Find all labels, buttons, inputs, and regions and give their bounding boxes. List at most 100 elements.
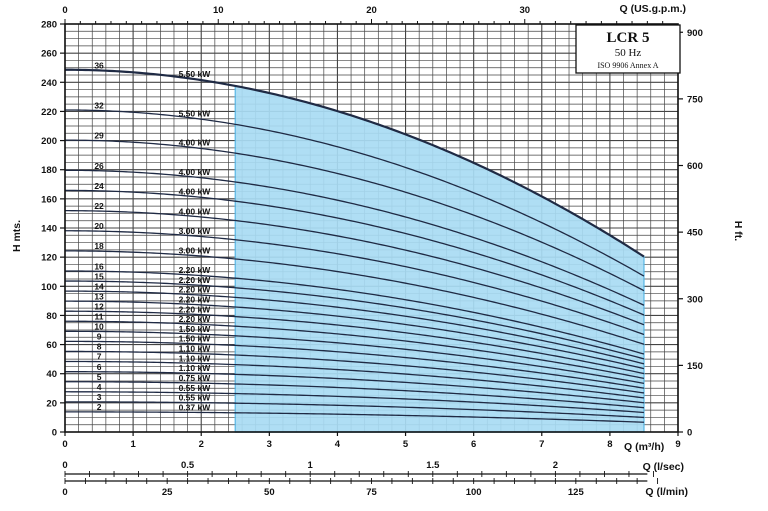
x-axis-title-lmin: Q (l/min) bbox=[645, 486, 688, 498]
curve-stage-label: 20 bbox=[94, 221, 104, 231]
x-tick-label: 4 bbox=[335, 439, 341, 450]
x-tick-label: 3 bbox=[267, 439, 272, 450]
curve-36-stages bbox=[64, 68, 645, 258]
curve-stage-label: 18 bbox=[94, 241, 104, 251]
curve-power-label: 5.50 kW bbox=[179, 108, 212, 118]
y-tick-label: 240 bbox=[41, 78, 57, 89]
x2-tick-label: 30 bbox=[519, 5, 530, 16]
curve-power-label: 1.10 kW bbox=[179, 353, 212, 363]
y-tick-label: 60 bbox=[46, 340, 57, 351]
curve-stage-label: 11 bbox=[95, 311, 104, 321]
curve-14-stages bbox=[64, 290, 645, 365]
curve-power-label: 3.00 kW bbox=[179, 226, 212, 236]
curve-power-label: 0.37 kW bbox=[179, 402, 212, 412]
curve-stage-label: 29 bbox=[94, 131, 104, 141]
x-tick-label: 0 bbox=[62, 439, 67, 450]
curve-12-stages bbox=[64, 310, 645, 375]
curve-stage-label: 32 bbox=[94, 101, 104, 111]
curve-6-stages bbox=[64, 371, 645, 404]
x-tick-label: 9 bbox=[675, 439, 680, 450]
y-tick-label: 120 bbox=[41, 253, 57, 264]
curve-power-label: 2.20 kW bbox=[179, 275, 212, 285]
curve-stage-label: 2 bbox=[97, 402, 102, 412]
curve-stage-label: 7 bbox=[97, 352, 102, 362]
model-name: LCR 5 bbox=[607, 30, 650, 46]
x-tick-label: 7 bbox=[539, 439, 544, 450]
curve-stage-label: 5 bbox=[97, 372, 102, 382]
curve-power-label: 1.50 kW bbox=[179, 324, 212, 334]
curve-16-stages bbox=[65, 270, 645, 355]
curve-18-stages bbox=[65, 250, 645, 345]
curve-11-stages bbox=[65, 320, 645, 380]
y-tick-label: 80 bbox=[46, 311, 57, 322]
x-axis-title-usgpm: Q (US.g.p.m.) bbox=[620, 3, 687, 15]
curve-power-label: 2.20 kW bbox=[179, 295, 212, 305]
y-tick-label: 160 bbox=[41, 194, 57, 205]
curve-22-stages bbox=[65, 210, 645, 326]
curve-5-stages bbox=[65, 381, 644, 409]
curve-stage-label: 8 bbox=[97, 342, 102, 352]
curve-stage-label: 16 bbox=[94, 261, 104, 271]
curve-power-label: 4.00 kW bbox=[179, 206, 212, 216]
curve-stage-label: 15 bbox=[94, 271, 104, 281]
curve-8-stages bbox=[65, 350, 645, 394]
curve-3-stages bbox=[65, 401, 644, 419]
curve-power-label: 2.20 kW bbox=[179, 314, 212, 324]
lmin-tick-label: 100 bbox=[466, 487, 482, 498]
curve-13-stages bbox=[65, 300, 645, 370]
axes: 0204060801001201401601802002202402602800… bbox=[41, 5, 703, 498]
curve-stage-label: 12 bbox=[94, 301, 104, 311]
x-tick-label: 8 bbox=[607, 439, 612, 450]
curve-stage-label: 13 bbox=[94, 291, 104, 301]
x2-tick-label: 20 bbox=[366, 5, 377, 16]
x2-tick-label: 10 bbox=[213, 5, 224, 16]
lsec-tick-label: 0 bbox=[62, 460, 67, 471]
y-tick-label: 220 bbox=[41, 107, 57, 118]
curve-stage-label: 26 bbox=[94, 161, 104, 171]
lmin-tick-label: 125 bbox=[568, 487, 585, 498]
curve-20-stages bbox=[65, 230, 645, 336]
curve-power-label: 3.00 kW bbox=[179, 246, 212, 256]
curve-power-label: 0.55 kW bbox=[179, 383, 212, 393]
curve-stage-label: 10 bbox=[94, 321, 104, 331]
curve-power-label: 2.20 kW bbox=[179, 304, 212, 314]
y-tick-label: 100 bbox=[41, 282, 57, 293]
lmin-tick-label: 0 bbox=[62, 487, 67, 498]
model-box: LCR 5 50 Hz ISO 9906 Annex A bbox=[575, 24, 681, 74]
curve-9-stages bbox=[65, 340, 645, 389]
model-standard: ISO 9906 Annex A bbox=[597, 61, 658, 70]
y2-tick-label: 0 bbox=[687, 428, 692, 439]
x-tick-label: 2 bbox=[199, 439, 204, 450]
y-axis-title-right: H ft. bbox=[732, 221, 744, 241]
curve-24-stages bbox=[65, 189, 645, 316]
curve-power-label: 1.50 kW bbox=[179, 334, 212, 344]
y-tick-label: 20 bbox=[46, 398, 57, 409]
lsec-tick-label: 2 bbox=[553, 460, 558, 471]
y-tick-label: 260 bbox=[41, 49, 57, 60]
x2-tick-label: 0 bbox=[62, 5, 67, 16]
curve-power-label: 0.55 kW bbox=[179, 393, 212, 403]
x-tick-label: 5 bbox=[403, 439, 409, 450]
curve-32-stages bbox=[64, 109, 645, 277]
y-tick-label: 280 bbox=[41, 20, 57, 31]
y-tick-label: 40 bbox=[46, 369, 57, 380]
curve-15-stages bbox=[65, 280, 645, 360]
y2-tick-label: 450 bbox=[687, 228, 703, 239]
curve-10-stages bbox=[65, 330, 645, 384]
curve-power-label: 4.00 kW bbox=[179, 187, 212, 197]
curve-2-stages bbox=[65, 411, 644, 423]
y2-tick-label: 750 bbox=[687, 94, 703, 105]
lsec-tick-label: 1 bbox=[308, 460, 314, 471]
y2-tick-label: 150 bbox=[687, 361, 703, 372]
lmin-tick-label: 75 bbox=[366, 487, 377, 498]
x-axis-title-m3h: Q (m³/h) bbox=[624, 441, 664, 453]
y-tick-label: 0 bbox=[52, 428, 57, 439]
lsec-tick-label: 1.5 bbox=[426, 460, 440, 471]
curve-power-label: 4.00 kW bbox=[179, 167, 212, 177]
curve-stage-label: 3 bbox=[97, 392, 102, 402]
curve-stage-label: 6 bbox=[97, 362, 102, 372]
curve-stage-label: 14 bbox=[94, 281, 104, 291]
curve-power-label: 0.75 kW bbox=[179, 373, 212, 383]
curve-stage-label: 24 bbox=[94, 181, 104, 191]
